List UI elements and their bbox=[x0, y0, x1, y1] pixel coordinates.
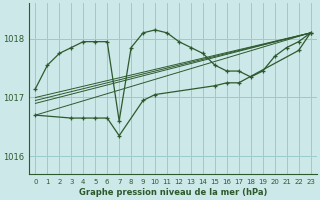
X-axis label: Graphe pression niveau de la mer (hPa): Graphe pression niveau de la mer (hPa) bbox=[79, 188, 267, 197]
